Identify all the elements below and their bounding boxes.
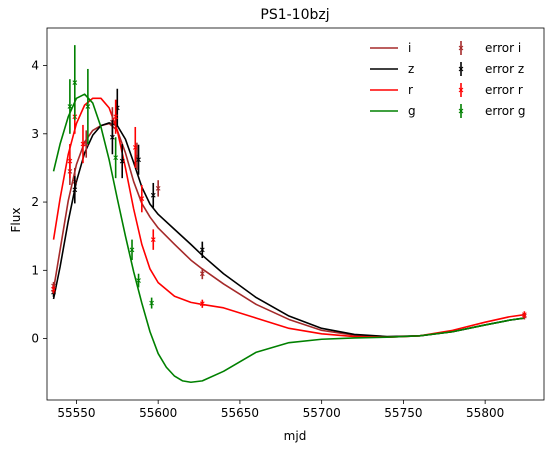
x-tick-label: 55650 (221, 406, 259, 420)
series-line-g (52, 93, 525, 384)
legend-item-g: g (370, 104, 416, 118)
y-tick-label: 0 (31, 332, 39, 346)
data-point (150, 237, 156, 242)
legend-marker (458, 66, 464, 72)
data-point (199, 301, 205, 307)
data-point (199, 247, 205, 253)
data-point (80, 141, 86, 147)
data-point (72, 80, 78, 85)
legend-label: error r (485, 83, 523, 97)
data-point (110, 134, 115, 140)
legend-item-error-z: error z (458, 62, 524, 76)
plot-area (51, 45, 527, 384)
legend-label: z (408, 62, 414, 76)
legend-label: g (408, 104, 416, 118)
y-axis: 0 1 2 3 4 (31, 59, 47, 346)
errorbar-series-error-r (51, 99, 527, 319)
errorbar-series-error-z (51, 88, 205, 297)
legend-marker (458, 108, 464, 114)
axes-frame (46, 27, 545, 401)
x-tick-label: 55550 (57, 406, 95, 420)
data-point (72, 187, 78, 193)
data-point (522, 312, 527, 318)
legend-item-error-r: error r (458, 83, 523, 97)
data-point (155, 186, 161, 191)
data-point (199, 271, 205, 277)
legend-label: i (408, 41, 411, 55)
data-point (51, 287, 56, 292)
y-tick-label: 4 (31, 59, 39, 73)
y-axis-label: Flux (9, 208, 23, 233)
x-tick-label: 55700 (303, 406, 341, 420)
y-tick-label: 3 (31, 127, 39, 141)
legend-label: error i (485, 41, 521, 55)
legend-label: r (408, 83, 413, 97)
errorbar-series-error-g (67, 45, 154, 309)
y-tick-label: 1 (31, 263, 39, 277)
data-point (113, 155, 119, 161)
data-point (139, 196, 145, 201)
legend-label: error g (485, 104, 525, 118)
x-tick-label: 55750 (384, 406, 422, 420)
legend-marker (458, 45, 464, 51)
data-point (113, 114, 119, 120)
x-axis-label: mjd (284, 429, 307, 443)
data-point (129, 247, 135, 253)
x-tick-label: 55800 (466, 406, 504, 420)
x-tick-label: 55600 (139, 406, 177, 420)
legend-marker (458, 87, 464, 93)
legend-item-error-i: error i (458, 41, 521, 55)
data-point (119, 158, 125, 164)
data-point (150, 192, 156, 198)
legend-item-z: z (370, 62, 414, 76)
legend-item-i: i (370, 41, 411, 55)
chart-title: PS1-10bzj (260, 7, 329, 23)
x-axis: 55550 55600 55650 55700 55750 55800 (57, 400, 504, 420)
legend-label: error z (485, 62, 524, 76)
data-point (67, 158, 73, 164)
data-point (149, 300, 154, 306)
data-point (136, 157, 141, 163)
y-tick-label: 2 (31, 195, 39, 209)
data-point (132, 145, 138, 150)
legend-item-r: r (370, 83, 413, 97)
data-point (85, 104, 91, 109)
data-point (67, 104, 73, 109)
data-point (136, 278, 141, 283)
legend-item-error-g: error g (458, 104, 525, 118)
